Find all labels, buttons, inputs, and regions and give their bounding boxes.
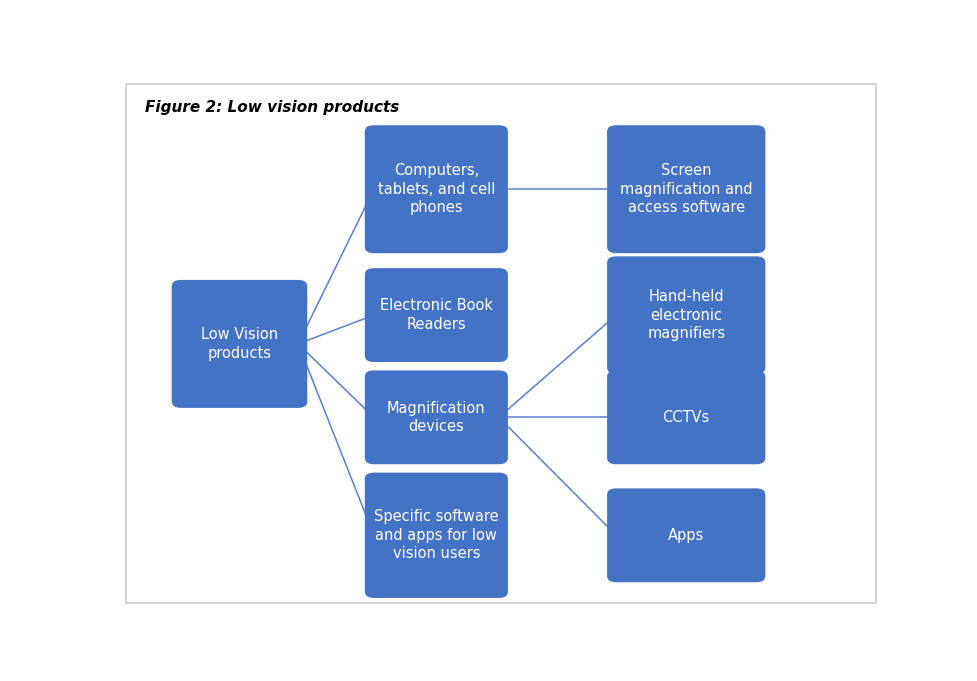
FancyBboxPatch shape <box>364 473 508 598</box>
Text: Apps: Apps <box>668 528 704 543</box>
FancyBboxPatch shape <box>172 280 307 408</box>
Text: Electronic Book
Readers: Electronic Book Readers <box>380 298 492 332</box>
FancyBboxPatch shape <box>607 125 765 253</box>
FancyBboxPatch shape <box>607 488 765 582</box>
FancyBboxPatch shape <box>364 125 508 253</box>
FancyBboxPatch shape <box>364 268 508 362</box>
Text: Figure 2: Low vision products: Figure 2: Low vision products <box>145 100 400 115</box>
Text: CCTVs: CCTVs <box>662 410 710 425</box>
FancyBboxPatch shape <box>364 370 508 464</box>
Text: Magnification
devices: Magnification devices <box>387 400 486 434</box>
FancyBboxPatch shape <box>126 84 875 603</box>
FancyBboxPatch shape <box>607 370 765 464</box>
Text: Specific software
and apps for low
vision users: Specific software and apps for low visio… <box>374 509 498 561</box>
Text: Screen
magnification and
access software: Screen magnification and access software <box>620 163 752 215</box>
Text: Hand-held
electronic
magnifiers: Hand-held electronic magnifiers <box>647 289 725 341</box>
Text: Low Vision
products: Low Vision products <box>201 327 278 361</box>
FancyBboxPatch shape <box>607 256 765 374</box>
Text: Computers,
tablets, and cell
phones: Computers, tablets, and cell phones <box>378 163 495 215</box>
